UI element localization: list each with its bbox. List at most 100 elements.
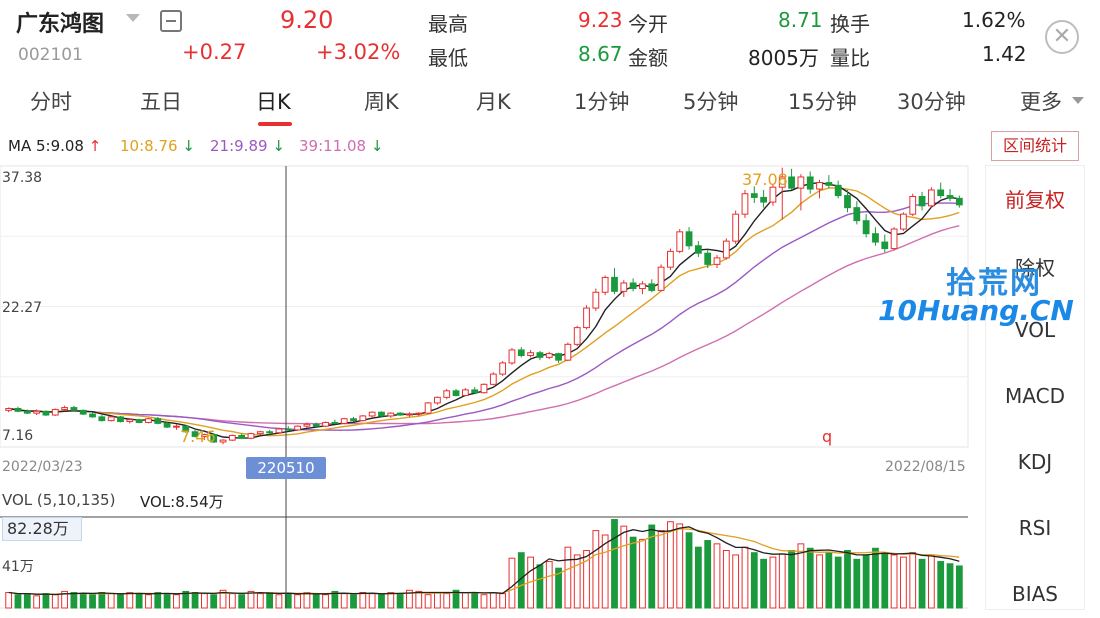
candle-body-3 (33, 410, 41, 414)
event-marker[interactable]: q (822, 427, 833, 446)
side-item-ex-rights[interactable]: 除权 (1015, 256, 1055, 280)
candle-body-11 (107, 416, 115, 422)
side-item-macd[interactable]: MACD (1005, 384, 1065, 408)
candle-body-80 (750, 193, 758, 198)
side-item-bias[interactable]: BIAS (1012, 582, 1058, 606)
volume-bar-28 (266, 592, 274, 609)
volume-bar-35 (331, 590, 339, 609)
tab-15min[interactable]: 15分钟 (788, 90, 857, 114)
volume-bar-79 (741, 546, 749, 609)
volume-bar-3 (33, 595, 41, 609)
candle-body-78 (732, 213, 740, 242)
volume-bar-65 (611, 519, 618, 609)
tab-weekly-k[interactable]: 周K (364, 90, 399, 114)
candle-body-65 (611, 276, 618, 292)
volume-bar-66 (620, 525, 628, 609)
candle-body-19 (182, 425, 190, 433)
crosshair-date-label: 220510 (246, 457, 326, 479)
volume-bar-48 (452, 589, 460, 609)
start-date-label: 2022/03/23 (2, 459, 83, 475)
tab-30min[interactable]: 30分钟 (897, 90, 966, 114)
candle-body-63 (592, 291, 600, 309)
candle-body-32 (303, 423, 311, 427)
volume-bar-67 (629, 536, 637, 609)
volume-bar-70 (657, 530, 665, 609)
volume-bar-57 (536, 564, 544, 609)
side-item-vol[interactable]: VOL (1014, 318, 1056, 342)
volume-bar-31 (294, 594, 301, 609)
side-item-rsi[interactable]: RSI (1018, 516, 1052, 540)
candle-body-76 (713, 257, 721, 265)
candle-body-84 (788, 176, 795, 189)
quote-value-low: 8.67 (578, 42, 623, 66)
candle-body-6 (61, 407, 68, 410)
candle-body-41 (387, 412, 395, 417)
volume-bar-49 (461, 592, 469, 609)
volume-bar-68 (639, 538, 646, 609)
candle-body-43 (406, 413, 413, 416)
volume-bar-33 (312, 593, 320, 609)
volume-bar-54 (508, 557, 516, 609)
candle-body-16 (154, 418, 162, 424)
volume-bar-43 (406, 589, 413, 609)
tab-more[interactable]: 更多 (1020, 90, 1062, 114)
tab-5min[interactable]: 5分钟 (683, 90, 739, 114)
candle-body-88 (825, 182, 833, 186)
collapse-icon[interactable] (160, 10, 182, 32)
tab-1min[interactable]: 1分钟 (574, 90, 630, 114)
quote-value-turnover: 1.62% (962, 8, 1026, 32)
candle-body-69 (648, 283, 656, 291)
candle-body-13 (126, 419, 134, 423)
candle-body-27 (256, 431, 264, 435)
tab-intraday[interactable]: 分时 (30, 90, 72, 114)
volume-bar-21 (200, 593, 208, 609)
candle-body-58 (545, 353, 553, 358)
candle-body-25 (238, 434, 246, 439)
volume-bar-96 (900, 556, 907, 609)
volume-bar-34 (322, 594, 329, 609)
candle-body-93 (872, 233, 879, 243)
volume-bar-9 (89, 594, 96, 609)
close-icon[interactable]: ✕ (1045, 20, 1079, 54)
active-tab-indicator (258, 122, 292, 126)
candle-body-9 (89, 413, 96, 418)
high-price-annotation: 37.08 (742, 170, 788, 189)
candle-body-39 (368, 411, 376, 417)
volume-bar-94 (881, 552, 889, 609)
quote-value-amount: 8005万 (748, 46, 819, 70)
volume-bar-102 (955, 565, 963, 609)
indicator-side-panel (985, 165, 1085, 610)
candle-body-40 (378, 411, 385, 417)
ma10-line (8, 187, 960, 437)
volume-bar-89 (834, 556, 842, 609)
volume-bar-101 (946, 563, 954, 609)
candle-body-29 (275, 428, 283, 434)
candle-body-2 (23, 410, 31, 414)
side-item-forward-adjust[interactable]: 前复权 (1005, 188, 1065, 212)
volume-bar-2 (23, 593, 31, 609)
volume-bar-82 (769, 556, 777, 609)
volume-bar-18 (173, 594, 180, 609)
tab-monthly-k[interactable]: 月K (476, 90, 511, 114)
range-statistics-button[interactable]: 区间统计 (991, 131, 1079, 161)
stock-name-dropdown-icon[interactable] (126, 14, 140, 22)
candle-body-66 (620, 282, 628, 292)
candle-body-14 (135, 419, 143, 423)
volume-value: VOL:8.54万 (140, 493, 224, 511)
volume-bar-15 (145, 594, 152, 609)
tab-daily-k[interactable]: 日K (256, 90, 291, 114)
volume-bar-6 (61, 590, 68, 609)
volume-bar-83 (778, 553, 786, 609)
volume-bar-53 (499, 593, 507, 609)
candle-body-55 (517, 349, 525, 357)
candle-body-102 (955, 197, 963, 206)
side-item-kdj[interactable]: KDJ (1017, 450, 1053, 474)
volume-bar-5 (51, 594, 59, 609)
tab-five-day[interactable]: 五日 (140, 90, 182, 114)
volume-bar-98 (918, 558, 926, 609)
candle-body-86 (806, 176, 814, 190)
volume-bar-100 (937, 561, 945, 609)
volume-bar-0 (5, 592, 13, 609)
stock-name[interactable]: 广东鸿图 (16, 12, 105, 37)
